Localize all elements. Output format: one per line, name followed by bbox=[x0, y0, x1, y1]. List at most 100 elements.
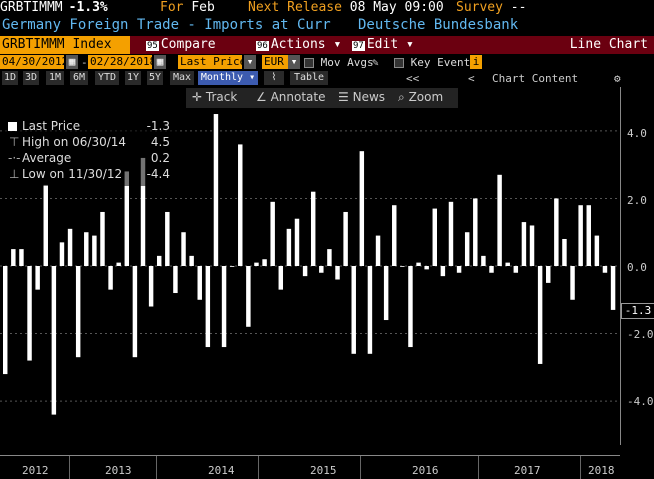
track-button[interactable]: ✛ Track bbox=[192, 90, 237, 104]
low-marker-icon: ⊥ bbox=[9, 167, 20, 181]
period-3d[interactable]: 3D bbox=[23, 71, 39, 85]
end-date-input[interactable]: 02/28/2018 bbox=[88, 55, 157, 69]
key-events-label: Key Events bbox=[410, 56, 477, 69]
checkbox-icon bbox=[394, 58, 404, 68]
y-tick-label: 0.0 bbox=[627, 261, 647, 274]
bar bbox=[537, 266, 543, 364]
subtitle-row: Germany Foreign Trade - Imports at Curr … bbox=[0, 16, 654, 34]
table-button[interactable]: Table bbox=[290, 71, 328, 85]
next-release-label: Next Release bbox=[248, 0, 342, 15]
period-1y[interactable]: 1Y bbox=[125, 71, 141, 85]
bar bbox=[310, 191, 316, 266]
bar bbox=[416, 262, 421, 266]
legend-row-average: -·- Average 0.2 bbox=[8, 151, 178, 167]
edit-button[interactable]: 97 Edit ▾ bbox=[352, 36, 414, 54]
bar bbox=[343, 211, 348, 266]
chart-content-label[interactable]: Chart Content bbox=[492, 72, 579, 85]
mov-avgs-toggle[interactable]: Mov Avgs bbox=[304, 55, 374, 70]
news-label: News bbox=[352, 90, 386, 104]
bar bbox=[197, 266, 202, 300]
chart-legend[interactable]: Last Price -1.3 ⊤ High on 06/30/14 4.5 -… bbox=[4, 118, 180, 186]
ticker-input[interactable]: GRBTIMMM Index bbox=[0, 36, 130, 54]
bar bbox=[116, 262, 121, 266]
bar bbox=[351, 266, 356, 354]
bar bbox=[3, 266, 8, 375]
chevron-down-icon[interactable]: ▾ bbox=[244, 55, 256, 69]
calendar-icon[interactable]: ▦ bbox=[154, 55, 166, 69]
news-button[interactable]: ☰ News bbox=[338, 90, 385, 104]
bar bbox=[213, 114, 219, 267]
info-icon[interactable]: i bbox=[470, 55, 482, 69]
x-tick-label: 2016 bbox=[412, 464, 439, 477]
data-source: Deutsche Bundesbank bbox=[358, 17, 519, 33]
annotate-button[interactable]: ∠ Annotate bbox=[256, 90, 326, 104]
bar bbox=[594, 235, 600, 266]
bar bbox=[156, 255, 162, 266]
key-events-toggle[interactable]: Key Events bbox=[394, 55, 477, 70]
bar bbox=[246, 266, 251, 327]
news-icon: ☰ bbox=[338, 90, 349, 104]
actions-shortcut: 96 bbox=[256, 41, 269, 51]
options-bar: 04/30/2012 ▦ - 02/28/2018 ▦ Last Price ▾… bbox=[0, 55, 654, 70]
chevron-down-icon: ▾ bbox=[333, 37, 342, 52]
calendar-icon[interactable]: ▦ bbox=[66, 55, 78, 69]
y-tick-label: 4.0 bbox=[627, 127, 647, 140]
pencil-icon[interactable]: ✎ bbox=[372, 56, 379, 69]
year-divider bbox=[478, 456, 479, 479]
year-divider bbox=[580, 456, 581, 479]
zoom-button[interactable]: ⌕ Zoom bbox=[398, 90, 443, 105]
currency-select[interactable]: EUR bbox=[262, 55, 288, 69]
average-marker-icon: -·- bbox=[8, 151, 21, 165]
next-release-value: 08 May 09:00 bbox=[349, 0, 444, 15]
chart-plot-area[interactable] bbox=[0, 87, 620, 445]
collapse-left-icon[interactable]: << bbox=[406, 72, 420, 85]
change-value: -1.3% bbox=[68, 0, 108, 15]
bar bbox=[19, 249, 24, 266]
bar bbox=[521, 222, 527, 266]
y-tick-label: 2.0 bbox=[627, 194, 647, 207]
bar bbox=[278, 266, 284, 290]
period-ytd[interactable]: YTD bbox=[95, 71, 119, 85]
frequency-select[interactable]: Monthly ▾ bbox=[198, 71, 258, 85]
survey-value: -- bbox=[510, 0, 527, 15]
year-divider bbox=[360, 456, 361, 479]
bar bbox=[456, 266, 462, 273]
legend-high-label: High on 06/30/14 bbox=[22, 135, 127, 149]
chevron-down-icon[interactable]: ▾ bbox=[288, 55, 300, 69]
actions-label: Actions bbox=[270, 37, 326, 52]
legend-average-label: Average bbox=[22, 151, 72, 165]
collapse-right-icon[interactable]: < bbox=[468, 72, 475, 85]
gear-icon[interactable]: ⚙ bbox=[614, 72, 621, 85]
bar bbox=[546, 266, 551, 283]
period-1m[interactable]: 1M bbox=[46, 71, 64, 85]
chart-type-label[interactable]: Line Chart bbox=[569, 37, 648, 52]
compare-button[interactable]: 95 Compare bbox=[146, 36, 216, 54]
menu-bar: GRBTIMMM Index 95 Compare 96 Actions ▾ 97 E… bbox=[0, 36, 654, 54]
track-label: Track bbox=[205, 90, 238, 104]
bar bbox=[586, 205, 591, 266]
mov-avgs-label: Mov Avgs bbox=[320, 56, 374, 69]
period-6m[interactable]: 6M bbox=[70, 71, 88, 85]
actions-button[interactable]: 96 Actions ▾ bbox=[256, 36, 341, 54]
compare-label: Compare bbox=[160, 37, 216, 52]
security-description: Germany Foreign Trade - Imports at Curr bbox=[2, 17, 331, 33]
annotate-icon: ∠ bbox=[256, 90, 267, 104]
bar bbox=[108, 266, 113, 290]
period-1d[interactable]: 1D bbox=[2, 71, 18, 85]
last-value-marker: -1.3 bbox=[621, 303, 654, 319]
bar bbox=[424, 266, 429, 270]
bar bbox=[602, 266, 608, 273]
field-select[interactable]: Last Price bbox=[178, 55, 247, 69]
y-tick-label: -2.0 bbox=[627, 328, 654, 341]
legend-high-value: 4.5 bbox=[150, 135, 170, 149]
bar bbox=[140, 157, 146, 266]
legend-last-value: -1.3 bbox=[146, 119, 170, 133]
compare-shortcut: 95 bbox=[146, 41, 159, 51]
chart-icon[interactable]: ⌇ bbox=[264, 71, 284, 85]
for-value: Feb bbox=[191, 0, 215, 15]
period-max[interactable]: Max bbox=[170, 71, 194, 85]
period-5y[interactable]: 5Y bbox=[147, 71, 163, 85]
x-tick-label: 2012 bbox=[22, 464, 49, 477]
start-date-input[interactable]: 04/30/2012 bbox=[0, 55, 69, 69]
bar bbox=[464, 232, 470, 266]
